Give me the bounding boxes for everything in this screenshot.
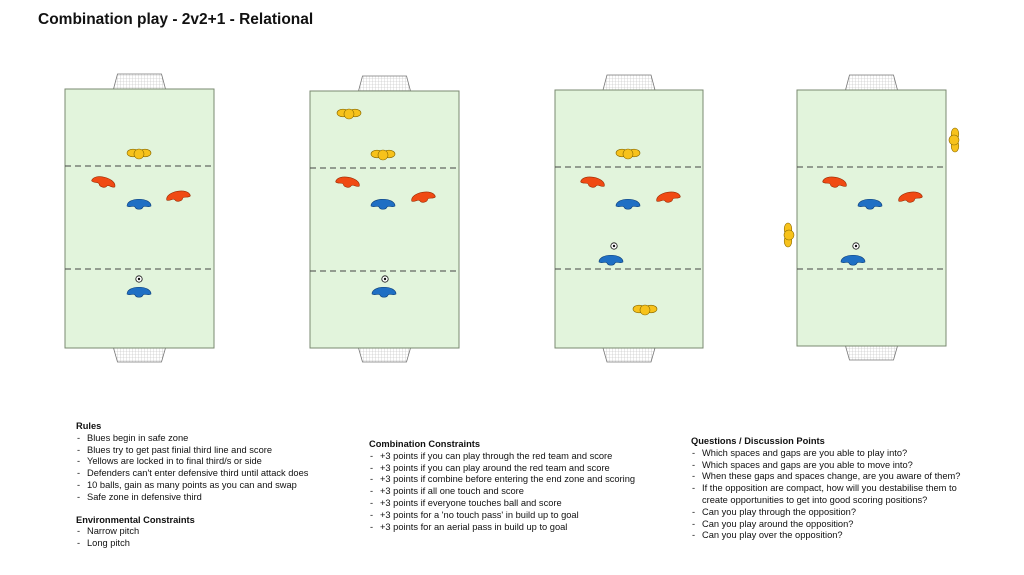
questions-heading: Questions / Discussion Points: [691, 436, 825, 446]
rule-item: Blues begin in safe zone: [76, 433, 356, 445]
combination-item: +3 points for an aerial pass in build up…: [369, 522, 669, 534]
goal-bottom: [602, 347, 656, 363]
goal-top: [112, 73, 167, 90]
combination-item: +3 points if combine before entering the…: [369, 474, 669, 486]
pitch: [309, 75, 460, 363]
combination-item: +3 points if all one touch and score: [369, 486, 669, 498]
question-item: Which spaces and gaps are you able to pl…: [691, 448, 976, 460]
environmental-item: Long pitch: [76, 538, 356, 550]
blue-player: [840, 254, 866, 266]
yellow-player: [948, 127, 960, 153]
rules-heading: Rules: [76, 421, 102, 431]
red-player: [411, 191, 436, 203]
question-item: If the opposition are compact, how will …: [691, 483, 976, 507]
pitch-diagrams: [64, 73, 960, 363]
rule-item: 10 balls, gain as many points as you can…: [76, 480, 356, 492]
red-player: [898, 191, 923, 203]
goal-bottom: [357, 347, 412, 363]
red-player: [656, 191, 681, 203]
blue-player: [126, 286, 152, 298]
rule-item: Safe zone in defensive third: [76, 492, 356, 504]
yellow-player: [632, 304, 658, 316]
goal-top: [357, 75, 412, 92]
combination-heading: Combination Constraints: [369, 439, 481, 449]
pitch: [64, 73, 215, 363]
blue-player: [598, 254, 624, 266]
rules-section: Rules Blues begin in safe zone Blues try…: [76, 421, 356, 550]
ball: [135, 275, 143, 283]
question-item: When these gaps and spaces change, are y…: [691, 471, 976, 483]
yellow-player: [336, 108, 362, 120]
blue-player: [615, 198, 641, 210]
blue-player: [371, 286, 397, 298]
goal-top: [844, 74, 899, 91]
pitch-area: [309, 90, 460, 349]
ball: [852, 242, 860, 250]
combination-item: +3 points if you can play through the re…: [369, 451, 669, 463]
environmental-item: Narrow pitch: [76, 526, 356, 538]
combination-section: Combination Constraints +3 points if you…: [369, 439, 669, 533]
red-player: [335, 176, 360, 188]
blue-player: [370, 198, 396, 210]
red-player: [166, 190, 191, 202]
blue-player: [857, 198, 883, 210]
rule-item: Blues try to get past finial third line …: [76, 445, 356, 457]
goal-top: [602, 74, 656, 91]
question-item: Can you play around the opposition?: [691, 519, 976, 531]
ball: [381, 275, 389, 283]
question-item: Can you play over the opposition?: [691, 530, 976, 542]
question-item: Can you play through the opposition?: [691, 507, 976, 519]
red-player: [822, 176, 847, 188]
page-title: Combination play - 2v2+1 - Relational: [38, 11, 314, 28]
questions-section: Questions / Discussion Points Which spac…: [691, 436, 976, 542]
goal-bottom: [112, 347, 167, 363]
question-item: Which spaces and gaps are you able to mo…: [691, 460, 976, 472]
pitch: [796, 74, 947, 361]
pitch-area: [554, 89, 704, 349]
yellow-player: [783, 222, 795, 248]
yellow-player: [370, 149, 396, 161]
environmental-heading: Environmental Constraints: [76, 514, 195, 525]
combination-item: +3 points if everyone touches ball and s…: [369, 498, 669, 510]
yellow-player: [615, 148, 641, 160]
blue-player: [126, 198, 152, 210]
goal-bottom: [844, 345, 899, 361]
combination-item: +3 points for a 'no touch pass' in build…: [369, 510, 669, 522]
ball: [610, 242, 618, 250]
red-player: [580, 176, 605, 188]
rule-item: Yellows are locked in to final third/s o…: [76, 456, 356, 468]
pitch-area: [64, 88, 215, 349]
pitch: [554, 74, 704, 363]
red-player: [91, 176, 116, 188]
yellow-player: [126, 148, 152, 160]
combination-item: +3 points if you can play around the red…: [369, 463, 669, 475]
rule-item: Defenders can't enter defensive third un…: [76, 468, 356, 480]
pitch-area: [796, 89, 947, 347]
